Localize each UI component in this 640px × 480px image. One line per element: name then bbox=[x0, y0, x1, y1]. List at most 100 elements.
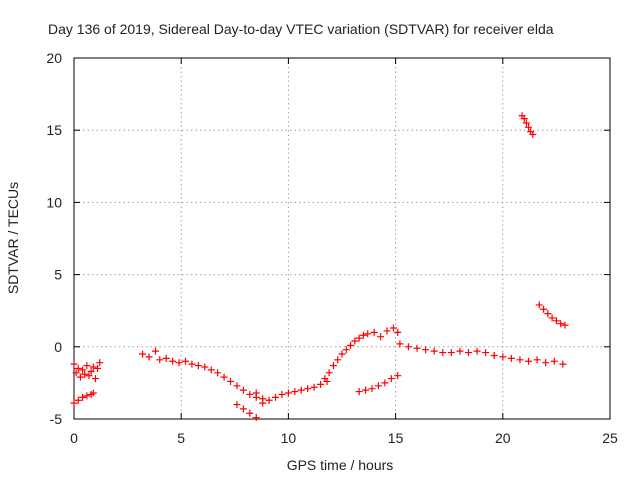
data-point bbox=[304, 385, 312, 393]
data-point bbox=[291, 388, 299, 396]
data-point bbox=[70, 399, 78, 407]
data-point bbox=[368, 385, 376, 393]
data-point bbox=[74, 396, 82, 404]
data-point bbox=[278, 390, 286, 398]
data-point bbox=[233, 382, 241, 390]
data-point bbox=[175, 359, 183, 367]
data-point bbox=[351, 337, 359, 345]
data-point bbox=[162, 354, 170, 362]
data-point bbox=[297, 386, 305, 394]
data-point bbox=[246, 409, 254, 417]
y-tick-label: -5 bbox=[50, 411, 63, 427]
grid-lines bbox=[74, 58, 610, 419]
data-point bbox=[220, 373, 228, 381]
data-point bbox=[482, 349, 490, 357]
data-point bbox=[389, 324, 397, 332]
data-point bbox=[559, 360, 567, 368]
series-seg-15-23 bbox=[396, 340, 567, 368]
series-seg-13-15-low bbox=[355, 372, 402, 396]
data-point bbox=[490, 351, 498, 359]
data-point bbox=[404, 343, 412, 351]
y-axis-label: SDTVAR / TECUs bbox=[5, 182, 21, 294]
x-axis-label: GPS time / hours bbox=[287, 457, 394, 473]
x-tick-label: 10 bbox=[281, 430, 297, 446]
data-point bbox=[499, 353, 507, 361]
x-tick-label: 5 bbox=[177, 430, 185, 446]
data-point bbox=[525, 123, 533, 131]
data-point bbox=[233, 401, 241, 409]
data-point bbox=[265, 396, 273, 404]
series-seg-3-9 bbox=[139, 347, 267, 403]
data-point bbox=[439, 349, 447, 357]
data-point bbox=[338, 350, 346, 358]
data-point bbox=[447, 349, 455, 357]
data-point bbox=[516, 356, 524, 364]
data-point bbox=[272, 393, 280, 401]
data-point bbox=[83, 392, 91, 400]
y-tick-label: 10 bbox=[46, 194, 62, 210]
series-seg-8-dip bbox=[233, 401, 260, 422]
data-point bbox=[70, 360, 78, 368]
data-point bbox=[347, 341, 355, 349]
data-point bbox=[374, 382, 382, 390]
data-point bbox=[464, 349, 472, 357]
series-seg-0b bbox=[70, 389, 97, 407]
x-tick-label: 15 bbox=[388, 430, 404, 446]
x-tick-label: 20 bbox=[495, 430, 511, 446]
data-point bbox=[535, 301, 543, 309]
series-seg-8-12 bbox=[252, 377, 331, 407]
data-point bbox=[85, 372, 93, 380]
data-point bbox=[533, 356, 541, 364]
data-point bbox=[89, 389, 97, 397]
data-point bbox=[396, 340, 404, 348]
series-seg-12-15 bbox=[321, 324, 402, 383]
data-point bbox=[259, 399, 267, 407]
y-tick-label: 0 bbox=[54, 339, 62, 355]
data-point bbox=[188, 360, 196, 368]
data-point bbox=[94, 364, 102, 372]
y-tick-label: 20 bbox=[46, 50, 62, 66]
x-tick-labels: 0 5 10 15 20 25 bbox=[70, 430, 618, 446]
data-point bbox=[96, 359, 104, 367]
data-point bbox=[394, 328, 402, 336]
data-point bbox=[394, 372, 402, 380]
data-point bbox=[557, 320, 565, 328]
data-point bbox=[310, 383, 318, 391]
data-point bbox=[383, 327, 391, 335]
data-point bbox=[72, 369, 80, 377]
data-point bbox=[430, 347, 438, 355]
data-point bbox=[544, 310, 552, 318]
plot-frame bbox=[73, 57, 611, 420]
y-tick-labels: -5 0 5 10 15 20 bbox=[46, 50, 62, 427]
series-seg-22-23 bbox=[535, 301, 569, 329]
data-point bbox=[362, 386, 370, 394]
data-point bbox=[194, 362, 202, 370]
data-point bbox=[89, 363, 97, 371]
data-point bbox=[377, 333, 385, 341]
data-point bbox=[79, 366, 87, 374]
data-point bbox=[456, 347, 464, 355]
data-point bbox=[525, 357, 533, 365]
data-point bbox=[246, 390, 254, 398]
data-point bbox=[252, 389, 260, 397]
data-point bbox=[329, 362, 337, 370]
series-seg-21-high bbox=[518, 112, 537, 139]
y-tick-label: 15 bbox=[46, 122, 62, 138]
data-point bbox=[542, 359, 550, 367]
data-point bbox=[76, 373, 84, 381]
data-point bbox=[321, 375, 329, 383]
data-point bbox=[370, 328, 378, 336]
data-point bbox=[227, 377, 235, 385]
data-point bbox=[413, 344, 421, 352]
data-point bbox=[169, 357, 177, 365]
chart-title: Day 136 of 2019, Sidereal Day-to-day VTE… bbox=[48, 21, 554, 37]
data-point bbox=[381, 379, 389, 387]
x-tick-label: 0 bbox=[70, 430, 78, 446]
data-point bbox=[252, 414, 260, 422]
data-point bbox=[334, 356, 342, 364]
data-point bbox=[529, 131, 537, 139]
data-point bbox=[561, 321, 569, 329]
data-point bbox=[207, 366, 215, 374]
data-point bbox=[156, 356, 164, 364]
data-point bbox=[473, 347, 481, 355]
